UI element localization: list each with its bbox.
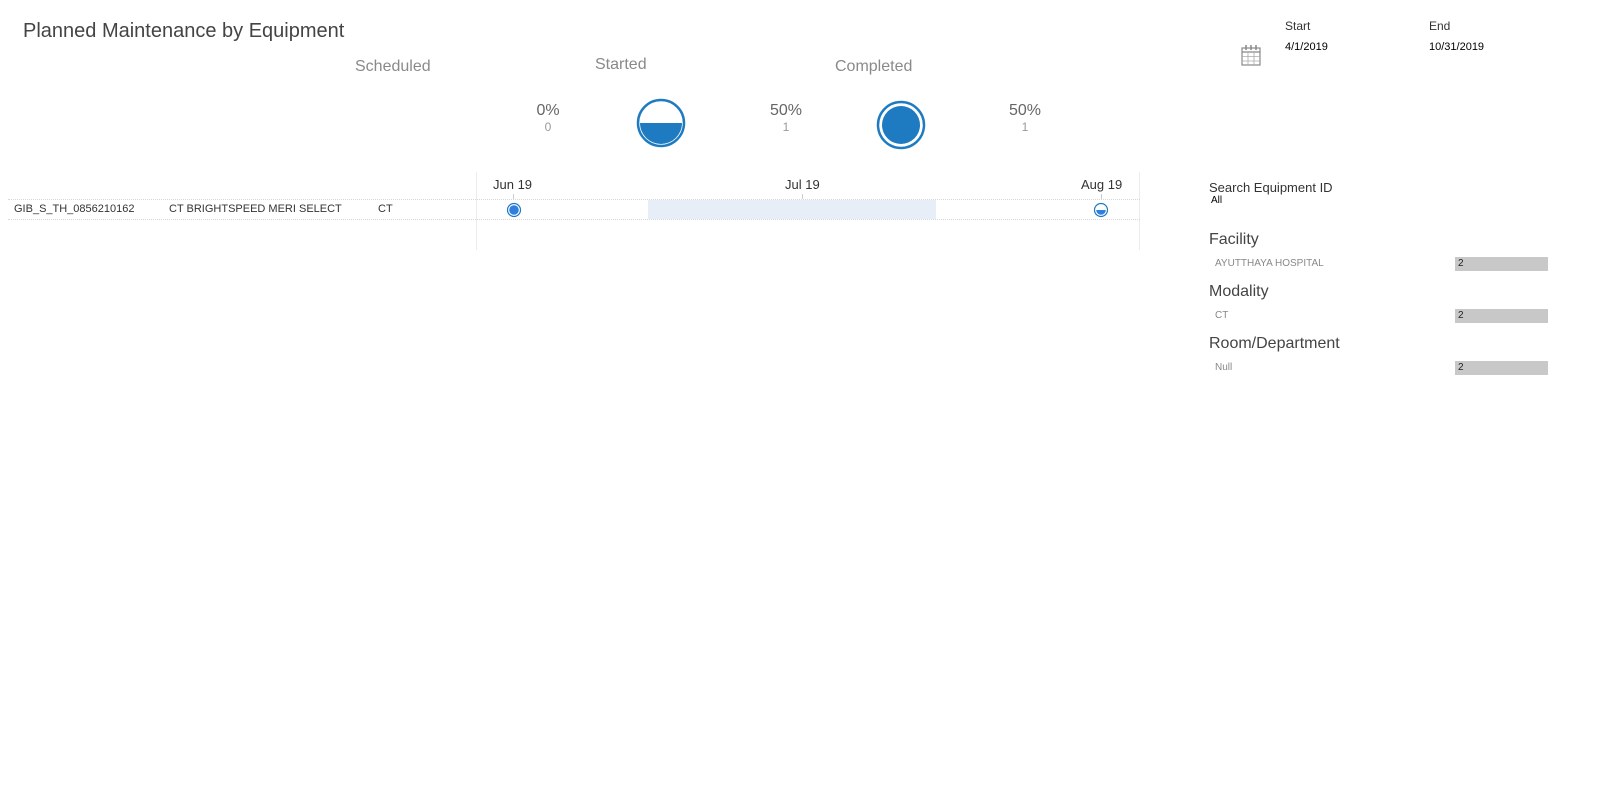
kpi-completed-label: Completed [835, 58, 913, 75]
room-department-count-bar[interactable]: 2 [1455, 361, 1548, 375]
kpi-started-label: Started [595, 56, 647, 73]
search-equipment-dropdown[interactable]: All [1211, 195, 1223, 206]
search-equipment-label: Search Equipment ID [1209, 180, 1333, 195]
row-divider [8, 199, 1140, 200]
kpi-started: 50% 1 [756, 102, 816, 134]
completed-gauge-icon [876, 100, 926, 150]
end-date-field[interactable]: 10/31/2019 [1429, 41, 1485, 53]
completed-event-icon[interactable] [506, 202, 522, 218]
facility-count-bar[interactable]: 2 [1455, 257, 1548, 271]
start-date-field[interactable]: 4/1/2019 [1285, 41, 1328, 53]
kpi-scheduled: 0% 0 [518, 102, 578, 134]
page-title: Planned Maintenance by Equipment [23, 20, 345, 42]
kpi-scheduled-count: 0 [544, 120, 552, 134]
month-label: Jul 19 [785, 177, 820, 192]
kpi-scheduled-percent: 0% [536, 102, 560, 119]
kpi-completed: 50% 1 [995, 102, 1055, 134]
kpi-scheduled-label: Scheduled [355, 58, 431, 75]
room-department-item[interactable]: Null [1215, 362, 1233, 373]
timeline-left-border [476, 172, 477, 250]
kpi-completed-count: 1 [1021, 120, 1029, 134]
table-row[interactable]: GIB_S_TH_0856210162 CT BRIGHTSPEED MERI … [8, 200, 1140, 219]
equipment-modality: CT [378, 203, 393, 215]
month-tick [802, 194, 803, 199]
month-tick [513, 194, 514, 199]
facility-heading: Facility [1209, 231, 1259, 248]
room-department-heading: Room/Department [1209, 335, 1340, 352]
calendar-icon[interactable] [1241, 44, 1261, 66]
kpi-started-count: 1 [782, 120, 790, 134]
modality-count-bar[interactable]: 2 [1455, 309, 1548, 323]
modality-item[interactable]: CT [1215, 310, 1229, 321]
facility-item[interactable]: AYUTTHAYA HOSPITAL [1215, 258, 1324, 269]
month-label: Aug 19 [1081, 177, 1123, 192]
equipment-description: CT BRIGHTSPEED MERI SELECT [169, 203, 342, 215]
started-gauge-icon [636, 98, 686, 148]
row-divider [8, 219, 1140, 220]
start-date-label: Start [1285, 19, 1311, 33]
kpi-started-percent: 50% [769, 102, 803, 119]
timeline-highlight-range [648, 200, 936, 219]
month-tick [1101, 194, 1102, 199]
end-date-label: End [1429, 19, 1451, 33]
timeline-right-border [1139, 172, 1140, 250]
month-label: Jun 19 [493, 177, 533, 192]
started-event-icon[interactable] [1093, 202, 1109, 218]
kpi-completed-percent: 50% [1008, 102, 1042, 119]
modality-heading: Modality [1209, 283, 1269, 300]
equipment-id[interactable]: GIB_S_TH_0856210162 [14, 203, 135, 215]
